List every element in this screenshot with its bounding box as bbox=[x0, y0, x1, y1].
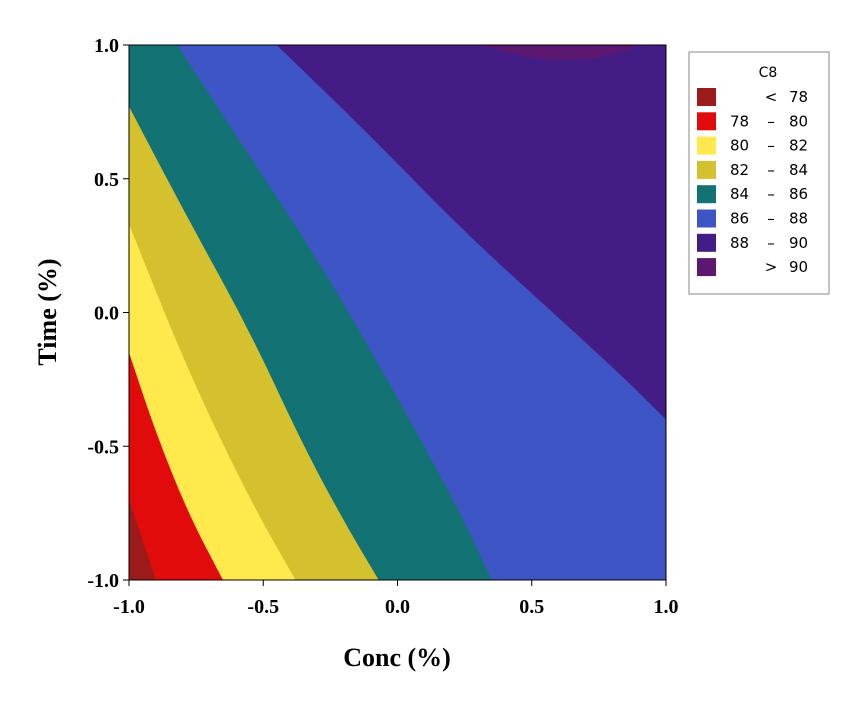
legend-low: 82 bbox=[730, 161, 749, 179]
legend-item: 88–90 bbox=[697, 233, 808, 252]
legend-sep: – bbox=[767, 234, 775, 252]
legend-sep: > bbox=[765, 258, 778, 276]
x-tick-label: 1.0 bbox=[654, 596, 679, 618]
legend-item: 82–84 bbox=[697, 160, 808, 179]
legend-low: 84 bbox=[730, 185, 749, 203]
x-tick-label: 0.0 bbox=[385, 596, 410, 618]
legend-item: >90 bbox=[697, 258, 808, 277]
legend-sep: – bbox=[767, 210, 775, 228]
y-tick-label: -1.0 bbox=[87, 570, 119, 592]
x-tick-label: -1.0 bbox=[113, 596, 145, 618]
legend-sep: – bbox=[767, 161, 775, 179]
legend-low: 88 bbox=[730, 234, 749, 252]
legend-swatch bbox=[697, 88, 716, 106]
legend-high: 90 bbox=[789, 234, 808, 252]
legend-high: 80 bbox=[789, 112, 808, 130]
legend-item: <78 bbox=[697, 88, 808, 106]
legend-low: 86 bbox=[730, 210, 749, 228]
y-tick-label: 1.0 bbox=[94, 35, 119, 57]
legend-sep: – bbox=[767, 112, 775, 130]
legend-low: 80 bbox=[730, 137, 749, 155]
legend-high: 86 bbox=[789, 185, 808, 203]
legend-high: 82 bbox=[789, 137, 808, 155]
y-axis-title: Time (%) bbox=[33, 258, 62, 365]
band-below-80 bbox=[129, 352, 223, 580]
legend-high: 78 bbox=[789, 88, 808, 106]
x-axis-title: Conc (%) bbox=[343, 643, 451, 672]
legend-swatch bbox=[697, 136, 716, 155]
y-tick-label: 0.0 bbox=[94, 303, 119, 325]
legend-swatch bbox=[697, 258, 716, 277]
legend-swatch bbox=[697, 233, 716, 252]
y-tick-label: -0.5 bbox=[87, 436, 119, 458]
x-tick-label: 0.5 bbox=[519, 596, 544, 618]
legend-low: 78 bbox=[730, 112, 749, 130]
y-tick-label: 0.5 bbox=[94, 169, 119, 191]
band-above-90 bbox=[478, 45, 640, 61]
legend-swatch bbox=[697, 160, 716, 179]
legend-swatch bbox=[697, 209, 716, 228]
legend-swatch bbox=[697, 112, 716, 131]
legend-high: 84 bbox=[789, 161, 808, 179]
axes: -1.0 -0.5 0.0 0.5 1.0 -1.0 -0.5 0.0 0.5 1.0 bbox=[87, 35, 678, 618]
legend-sep: – bbox=[767, 185, 775, 203]
legend-item: 84–86 bbox=[697, 185, 808, 204]
plot-area bbox=[129, 45, 666, 580]
legend-item: 86–88 bbox=[697, 209, 808, 228]
x-tick-label: -0.5 bbox=[247, 596, 279, 618]
band-below-78 bbox=[129, 499, 156, 580]
legend-sep: < bbox=[765, 88, 778, 106]
legend-high: 88 bbox=[789, 210, 808, 228]
legend-high: 90 bbox=[789, 258, 808, 276]
legend-item: 80–82 bbox=[697, 136, 808, 155]
legend-swatch bbox=[697, 185, 716, 204]
legend-sep: – bbox=[767, 137, 775, 155]
legend-title: C8 bbox=[759, 65, 778, 81]
legend-item: 78–80 bbox=[697, 112, 808, 131]
